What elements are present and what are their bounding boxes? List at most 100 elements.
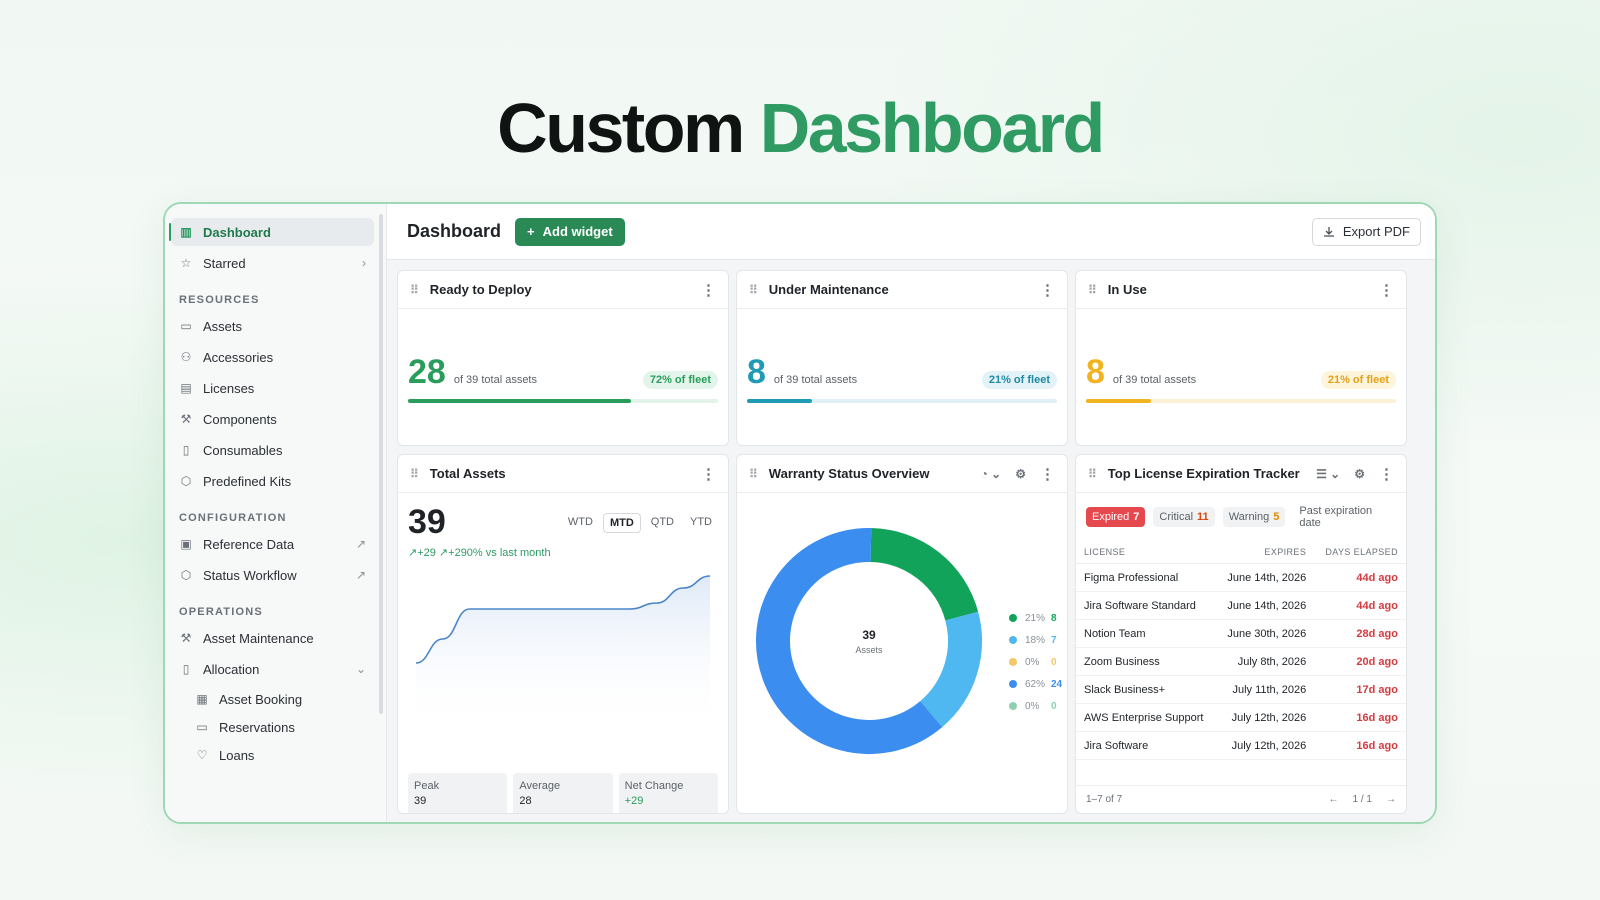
period-qtd[interactable]: QTD xyxy=(650,515,674,528)
sidebar-item-status-workflow[interactable]: ⬡ Status Workflow ↗ xyxy=(171,561,374,589)
sidebar-item-accessories[interactable]: ⚇ Accessories xyxy=(171,343,374,371)
legend-value: 0 xyxy=(1051,700,1057,712)
chevron-right-icon[interactable]: › xyxy=(362,256,366,270)
tab-warning[interactable]: Warning 5 xyxy=(1222,507,1286,527)
next-page-icon[interactable]: → xyxy=(1386,794,1396,805)
legend-item[interactable]: 21% 8 xyxy=(1009,607,1062,629)
sidebar-item-consumables[interactable]: ▯ Consumables xyxy=(171,436,374,464)
period-wtd[interactable]: WTD xyxy=(567,515,593,528)
sidebar-subitem-asset-booking[interactable]: ▦ Asset Booking xyxy=(187,686,374,712)
ready-card-title: Ready to Deploy xyxy=(429,282,532,297)
accessories-icon: ⚇ xyxy=(180,350,192,364)
more-options-icon[interactable]: ⋮ xyxy=(1040,281,1055,299)
settings-icon[interactable]: ⚙ xyxy=(1015,466,1026,481)
period-mtd[interactable]: MTD xyxy=(602,512,641,533)
total-assets-card: ⠿ Total Assets ⋮ 39 WTD MTD QTD YTD ↗+29 ↗+… xyxy=(397,454,729,814)
sidebar-subitem-reservations[interactable]: ▭ Reservations xyxy=(187,714,374,740)
area-line xyxy=(415,575,711,664)
donut-slice[interactable] xyxy=(919,611,982,728)
star-icon: ☆ xyxy=(180,256,192,270)
drag-handle-icon[interactable]: ⠿ xyxy=(749,282,758,297)
chart-type-icon[interactable]: ◔ ⌄ xyxy=(980,466,1002,481)
chevron-down-icon[interactable]: ⌄ xyxy=(355,662,366,676)
external-link-icon[interactable]: ↗ xyxy=(355,537,366,551)
table-row[interactable]: AWS Enterprise Support July 12th, 2026 16d… xyxy=(1076,703,1406,732)
drag-handle-icon[interactable]: ⠿ xyxy=(410,466,419,481)
summary-average: Average 28 xyxy=(513,773,613,813)
summary-net-change: Net Change +29 xyxy=(618,773,718,813)
table-row[interactable]: Zoom Business July 8th, 2026 20d ago xyxy=(1076,647,1406,676)
hero-title: Custom Dashboard xyxy=(0,88,1600,168)
more-options-icon[interactable]: ⋮ xyxy=(1379,281,1394,299)
legend-percent: 0% xyxy=(1025,700,1040,712)
table-row[interactable]: Notion Team June 30th, 2026 28d ago xyxy=(1076,619,1406,648)
legend-swatch xyxy=(1009,702,1017,710)
add-widget-label: Add widget xyxy=(542,224,613,239)
sidebar-item-predefined-kits[interactable]: ⬡ Predefined Kits xyxy=(171,467,374,495)
more-options-icon[interactable]: ⋮ xyxy=(1379,465,1394,483)
sidebar-item-starred[interactable]: ☆ Starred › xyxy=(171,249,374,277)
ready-progress-track xyxy=(408,399,718,403)
table-row[interactable]: Jira Software Standard June 14th, 2026 44d… xyxy=(1076,591,1406,620)
under-maintenance-card: ⠿ Under Maintenance ⋮ 8 of 39 total assets 21… xyxy=(736,270,1068,446)
table-row[interactable]: Figma Professional June 14th, 2026 44d ago xyxy=(1076,563,1406,592)
predefined-kits-icon: ⬡ xyxy=(180,474,192,488)
settings-icon[interactable]: ⚙ xyxy=(1354,466,1365,481)
sidebar-item-allocation[interactable]: ▯ Allocation ⌄ xyxy=(171,655,374,683)
license-days-elapsed: 44d ago xyxy=(1314,591,1406,620)
sidebar-item-asset-maintenance[interactable]: ⚒ Asset Maintenance xyxy=(171,624,374,652)
more-options-icon[interactable]: ⋮ xyxy=(701,465,716,483)
legend-item[interactable]: 0% 0 xyxy=(1009,651,1062,673)
section-label-configuration: CONFIGURATION xyxy=(179,512,287,524)
sidebar-item-dashboard[interactable]: ▥ Dashboard xyxy=(169,218,374,246)
add-widget-button[interactable]: + Add widget xyxy=(515,217,625,246)
list-view-icon[interactable]: ☰ ⌄ xyxy=(1316,466,1341,481)
sidebar-item-licenses[interactable]: ▤ Licenses xyxy=(171,374,374,402)
license-days-elapsed: 16d ago xyxy=(1314,703,1406,732)
more-options-icon[interactable]: ⋮ xyxy=(1040,465,1055,483)
topbar: Dashboard + Add widget Export PDF xyxy=(387,204,1435,260)
sidebar: ▥ Dashboard ☆ Starred › RESOURCES ▭ Assets ⚇ Acc… xyxy=(165,204,387,822)
more-options-icon[interactable]: ⋮ xyxy=(701,281,716,299)
license-expires: July 12th, 2026 xyxy=(1216,731,1315,760)
period-ytd[interactable]: YTD xyxy=(690,515,712,528)
table-row[interactable]: Slack Business+ July 11th, 2026 17d ago xyxy=(1076,675,1406,704)
total-assets-value: 39 xyxy=(408,503,446,541)
donut-slice[interactable] xyxy=(756,528,943,754)
tab-expired[interactable]: Expired 7 xyxy=(1086,507,1146,527)
maint-progress-fill xyxy=(747,399,813,403)
license-name: Jira Software xyxy=(1076,731,1217,760)
license-name: AWS Enterprise Support xyxy=(1076,703,1217,732)
legend-item[interactable]: 62% 24 xyxy=(1009,673,1062,695)
sidebar-item-label: Status Workflow xyxy=(203,567,297,583)
drag-handle-icon[interactable]: ⠿ xyxy=(749,466,758,481)
maint-subtitle: of 39 total assets xyxy=(773,374,858,386)
prev-page-icon[interactable]: ← xyxy=(1328,794,1339,805)
table-row[interactable]: Jira Software July 12th, 2026 16d ago xyxy=(1076,731,1406,760)
drag-handle-icon[interactable]: ⠿ xyxy=(410,282,419,297)
sidebar-subitem-loans[interactable]: ♡ Loans xyxy=(187,742,374,768)
tab-critical[interactable]: Critical 11 xyxy=(1153,507,1215,527)
app-window: ▥ Dashboard ☆ Starred › RESOURCES ▭ Assets ⚇ Acc… xyxy=(163,202,1437,824)
sidebar-item-components[interactable]: ⚒ Components xyxy=(171,405,374,433)
sidebar-item-label: Predefined Kits xyxy=(203,473,292,489)
drag-handle-icon[interactable]: ⠿ xyxy=(1088,282,1097,297)
donut-slice[interactable] xyxy=(870,528,979,622)
column-header-expires[interactable]: EXPIRES xyxy=(1216,541,1315,564)
inuse-subtitle: of 39 total assets xyxy=(1112,374,1197,386)
ready-value: 28 xyxy=(408,353,446,391)
column-header-license[interactable]: LICENSE xyxy=(1076,541,1217,564)
legend-item[interactable]: 18% 7 xyxy=(1009,629,1062,651)
sidebar-item-reference-data[interactable]: ▣ Reference Data ↗ xyxy=(171,530,374,558)
inuse-stat-row: 8 of 39 total assets 21% of fleet xyxy=(1076,355,1406,389)
drag-handle-icon[interactable]: ⠿ xyxy=(1088,466,1097,481)
sidebar-item-assets[interactable]: ▭ Assets xyxy=(171,312,374,340)
legend-percent: 0% xyxy=(1025,656,1040,668)
license-days-elapsed: 28d ago xyxy=(1314,619,1406,648)
export-pdf-button[interactable]: Export PDF xyxy=(1311,217,1421,246)
external-link-icon[interactable]: ↗ xyxy=(355,568,366,582)
legend-item[interactable]: 0% 0 xyxy=(1009,695,1062,717)
summary-label: Net Change xyxy=(624,780,684,792)
column-header-days-elapsed[interactable]: DAYS ELAPSED xyxy=(1314,541,1406,564)
sidebar-scrollbar[interactable] xyxy=(379,214,383,714)
